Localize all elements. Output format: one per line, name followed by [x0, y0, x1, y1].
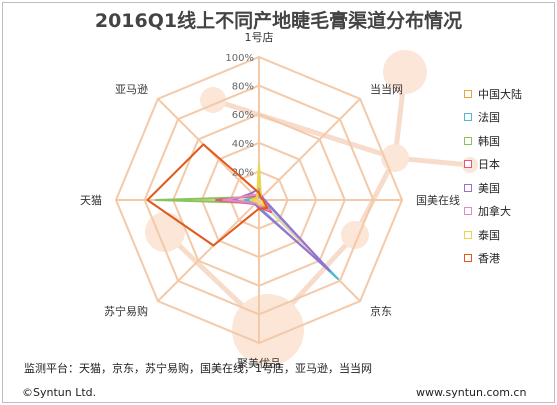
axis-label: 亚马逊 — [115, 83, 148, 96]
tick-label: 40% — [232, 139, 254, 150]
legend-item: 韩国 — [464, 129, 552, 153]
chart-legend: 中国大陆法国韩国日本美国加拿大泰国香港 — [464, 82, 552, 270]
grid-spoke — [258, 98, 361, 201]
background-decoration — [145, 50, 478, 366]
legend-swatch — [464, 254, 472, 263]
legend-label: 中国大陆 — [478, 87, 522, 101]
legend-label: 韩国 — [478, 134, 500, 148]
legend-swatch — [464, 113, 472, 122]
chart-title: 2016Q1线上不同产地睫毛膏渠道分布情况 — [94, 10, 463, 32]
decor-link — [212, 97, 396, 161]
website-text: www.syntun.com.cn — [416, 386, 527, 399]
tick-label: 80% — [232, 82, 254, 93]
tick-label: 60% — [232, 110, 254, 121]
axis-label: 京东 — [370, 304, 392, 318]
legend-item: 美国 — [464, 176, 552, 200]
radar-series — [146, 143, 339, 280]
axis-label: 天猫 — [80, 194, 102, 207]
legend-item: 法国 — [464, 106, 552, 130]
decor-node — [145, 212, 185, 252]
axis-label: 国美在线 — [416, 193, 460, 207]
copyright-text: ©Syntun Ltd. — [22, 386, 97, 399]
decor-node — [383, 50, 427, 94]
radar-tick-labels: 20% 40% 60% 80% 100% — [225, 53, 254, 178]
legend-label: 日本 — [478, 158, 500, 172]
tick-label: 100% — [225, 53, 254, 64]
legend-item: 香港 — [464, 247, 552, 271]
axis-label: 聚美优品 — [237, 357, 281, 370]
legend-item: 泰国 — [464, 223, 552, 247]
grid-spoke — [157, 199, 260, 302]
legend-label: 法国 — [478, 111, 500, 125]
legend-label: 泰国 — [478, 228, 500, 242]
platform-note: 监测平台：天猫，京东，苏宁易购，国美在线，1号店，亚马逊，当当网 — [24, 362, 372, 375]
legend-swatch — [464, 207, 472, 216]
axis-label: 苏宁易购 — [104, 304, 148, 318]
axis-label: 1号店 — [245, 30, 274, 44]
series-line — [146, 143, 269, 247]
legend-item: 日本 — [464, 153, 552, 177]
legend-label: 加拿大 — [478, 205, 511, 219]
legend-swatch — [464, 183, 472, 192]
legend-item: 加拿大 — [464, 200, 552, 224]
legend-item: 中国大陆 — [464, 82, 552, 106]
decor-link — [352, 156, 398, 237]
grid-spoke — [258, 199, 361, 302]
legend-swatch — [464, 230, 472, 239]
legend-label: 香港 — [478, 252, 500, 266]
legend-label: 美国 — [478, 181, 500, 195]
legend-swatch — [464, 136, 472, 145]
legend-swatch — [464, 89, 472, 98]
decor-node — [232, 294, 304, 366]
legend-swatch — [464, 160, 472, 169]
axis-label: 当当网 — [370, 82, 403, 96]
tick-label: 20% — [232, 167, 254, 178]
